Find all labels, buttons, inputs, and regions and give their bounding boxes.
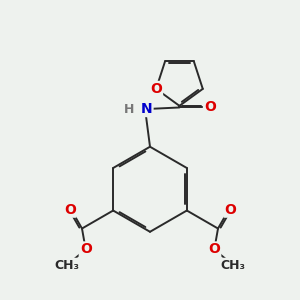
Text: N: N xyxy=(141,102,152,116)
Text: CH₃: CH₃ xyxy=(220,259,246,272)
Text: O: O xyxy=(64,203,76,217)
Text: O: O xyxy=(80,242,92,256)
Text: O: O xyxy=(204,100,216,115)
Text: O: O xyxy=(224,203,236,217)
Text: O: O xyxy=(208,242,220,256)
Text: H: H xyxy=(124,103,135,116)
Text: CH₃: CH₃ xyxy=(54,259,80,272)
Text: O: O xyxy=(150,82,162,96)
